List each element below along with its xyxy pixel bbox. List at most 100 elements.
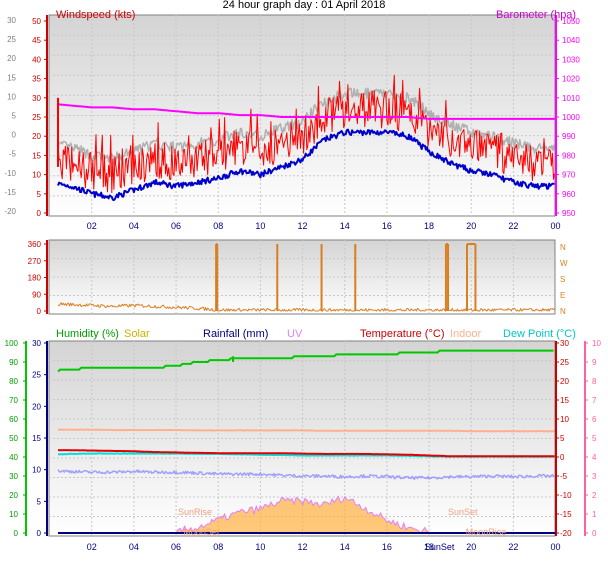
temperature-tick-label: 15	[560, 396, 569, 405]
uv-tick-label: 9	[592, 358, 597, 367]
barometer-tick-label: 1030	[562, 55, 580, 64]
direction-compass-label: S	[560, 275, 565, 284]
barometer-tick-label: 970	[562, 171, 576, 180]
wind-outer-tick-label: 20	[7, 54, 16, 63]
windavg-series-line	[57, 87, 556, 165]
windspeed-series-line	[57, 74, 555, 194]
rainfall-legend-label: Rainfall (mm)	[203, 328, 268, 340]
rainfall-tick-label: 20	[32, 402, 41, 411]
direction-tick-label: 0	[37, 307, 42, 316]
astro-annotation: SunSet	[425, 542, 455, 552]
rainfall-tick-label: 0	[37, 529, 42, 538]
wind-outer-tick-label: 30	[7, 16, 16, 25]
barometer-tick-label: 950	[562, 209, 576, 218]
temperature-tick-label: -20	[560, 529, 572, 538]
weather-panel-x-tick-label: 06	[171, 542, 181, 552]
weather-panel-x-tick-label: 16	[382, 542, 392, 552]
uv-tick-label: 2	[592, 491, 597, 500]
direction-compass-label: N	[560, 243, 566, 252]
barometer-series-line	[57, 103, 555, 120]
direction-tick-label: 90	[32, 290, 41, 299]
uv-tick-label: 0	[592, 529, 597, 538]
wind-panel-x-tick-label: 10	[255, 221, 265, 231]
wind-outer-tick-label: -15	[4, 188, 16, 197]
wind-outer-tick-label: 5	[12, 112, 17, 121]
weather-panel-x-tick-label: 08	[213, 542, 223, 552]
weather-panel-x-tick-label: 12	[298, 542, 308, 552]
wind-panel-x-tick-label: 12	[298, 221, 308, 231]
direction-compass-label: E	[560, 291, 565, 300]
humidity-tick-label: 0	[14, 529, 19, 538]
windspeed-tick-label: 50	[32, 17, 41, 26]
windspeed-tick-label: 45	[32, 36, 41, 45]
weather-panel-x-tick-label: 18	[424, 542, 434, 552]
winddirection-series-line	[57, 302, 555, 312]
wind-panel-x-tick-label: 00	[551, 221, 561, 231]
temperature-tick-label: 10	[560, 415, 569, 424]
wind-panel-x-tick-label: 16	[382, 221, 392, 231]
windspeed-tick-label: 40	[32, 55, 41, 64]
wind-panel-x-tick-label: 18	[424, 221, 434, 231]
humidity-tick-label: 100	[5, 339, 19, 348]
temperature-tick-label: -5	[560, 472, 568, 481]
uv-tick-label: 8	[592, 377, 597, 386]
graph-title: 24 hour graph day : 01 April 2018	[222, 0, 386, 11]
wind-panel-x-tick-label: 06	[171, 221, 181, 231]
gust-series-line	[57, 128, 555, 202]
barometer-axis-title: Barometer (hpa)	[496, 9, 576, 21]
wind-panel-x-tick-label: 14	[340, 221, 350, 231]
humidity-legend-label: Humidity (%)	[56, 328, 119, 340]
temperature-legend-label: Temperature (°C)	[360, 328, 444, 340]
wind-outer-tick-label: 25	[7, 35, 16, 44]
dewpoint-legend-label: Dew Point (°C)	[503, 328, 576, 340]
rainfall-tick-label: 30	[32, 339, 41, 348]
windspeed-axis-title: Windspeed (kts)	[56, 9, 135, 21]
temperature-tick-label: -10	[560, 491, 572, 500]
barometer-tick-label: 1000	[562, 113, 580, 122]
barometer-tick-label: 980	[562, 151, 576, 160]
temperature-tick-label: 20	[560, 377, 569, 386]
weather-panel-x-tick-label: 04	[129, 542, 139, 552]
humidity-tick-label: 30	[9, 472, 18, 481]
humidity-tick-label: 70	[9, 396, 18, 405]
rainfall-tick-label: 5	[37, 497, 42, 506]
wind-panel-x-tick-label: 04	[129, 221, 139, 231]
uv-tick-label: 10	[592, 339, 601, 348]
astro-annotation: MoonSet	[183, 527, 220, 537]
direction-tick-label: 180	[28, 274, 42, 283]
direction-compass-label: N	[560, 307, 566, 316]
windspeed-tick-label: 15	[32, 151, 41, 160]
wind-outer-tick-label: -10	[4, 169, 16, 178]
humidity-tick-label: 80	[9, 377, 18, 386]
windspeed-tick-label: 10	[32, 171, 41, 180]
wind-outer-tick-label: -20	[4, 207, 16, 216]
humidity-tick-label: 50	[9, 434, 18, 443]
wind-panel-x-tick-label: 02	[87, 221, 97, 231]
wind-panel-x-tick-label: 08	[213, 221, 223, 231]
uv-legend-label: UV	[287, 328, 303, 340]
weather-panel-x-tick-label: 10	[255, 542, 265, 552]
barometer-tick-label: 1020	[562, 75, 580, 84]
uv-tick-label: 4	[592, 453, 597, 462]
humidity-tick-label: 20	[9, 491, 18, 500]
uv-tick-label: 6	[592, 415, 597, 424]
temperature-tick-label: 0	[560, 453, 565, 462]
uv-series-line	[57, 469, 555, 481]
barometer-tick-label: 960	[562, 190, 576, 199]
windspeed-tick-label: 20	[32, 132, 41, 141]
rainfall-tick-label: 10	[32, 466, 41, 475]
weather-panel-x-tick-label: 22	[508, 542, 518, 552]
uv-tick-label: 7	[592, 396, 597, 405]
wind-outer-tick-label: 0	[12, 131, 17, 140]
astro-annotation: MoonRise	[466, 527, 507, 537]
barometer-tick-label: 1050	[562, 17, 580, 26]
direction-compass-label: W	[560, 259, 568, 268]
windspeed-tick-label: 25	[32, 113, 41, 122]
indoor-legend-label: Indoor	[450, 328, 482, 340]
wind-panel-x-tick-label: 22	[508, 221, 518, 231]
wind-outer-tick-label: -5	[9, 150, 17, 159]
temperature-tick-label: -15	[560, 510, 572, 519]
wind-outer-tick-label: 15	[7, 73, 16, 82]
humidity-tick-label: 10	[9, 510, 18, 519]
